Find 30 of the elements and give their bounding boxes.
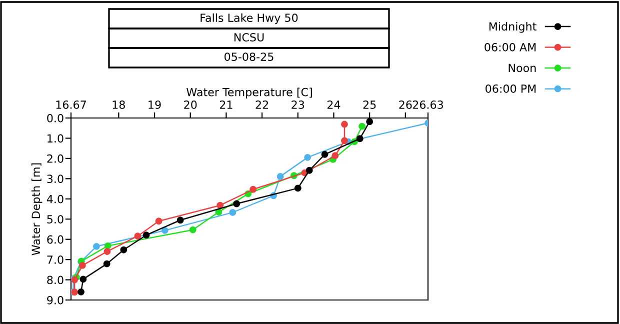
legend-label: Midnight: [489, 22, 536, 33]
y-axis-title: Water Depth [m]: [31, 163, 42, 256]
y-tick-label: 9.0: [47, 296, 64, 304]
legend-label: 06:00 PM: [486, 84, 536, 93]
x-tick-label: 23: [292, 100, 304, 109]
text: 05-08-25: [224, 52, 274, 61]
x-tick-label: 19: [148, 100, 161, 109]
y-tick-label: 3.0: [47, 174, 64, 184]
x-tick-label: 26.63: [412, 100, 444, 109]
x-tick-label: 21: [220, 100, 232, 109]
x-tick-label: 26: [399, 100, 412, 109]
y-tick-label: 1.0: [48, 134, 64, 143]
x-tick-label: 20: [184, 100, 197, 109]
chart-subtitle: NCSU: [234, 33, 264, 42]
chart-title: Falls Lake Hwy 50: [200, 13, 298, 24]
x-tick-label: 16.67: [56, 100, 86, 109]
x-tick-label: 25: [363, 100, 376, 109]
y-tick-label: 0.0: [47, 114, 64, 122]
legend-label: Noon: [508, 64, 536, 72]
y-tick-label: 7.0: [47, 256, 64, 264]
legend-label: 06:00 AM: [484, 42, 536, 52]
x-tick-label: 18: [112, 100, 125, 109]
x-tick-label: 22: [256, 100, 268, 109]
y-tick-label: 6.0: [47, 235, 64, 244]
x-axis-title: Water Temperature [C]: [186, 88, 312, 98]
x-tick-label: 24: [327, 100, 340, 109]
y-tick-label: 4.0: [46, 194, 64, 204]
y-tick-label: 8.0: [47, 276, 64, 284]
y-tick-label: 5.0: [47, 215, 64, 224]
y-tick-label: 2.0: [47, 154, 64, 163]
